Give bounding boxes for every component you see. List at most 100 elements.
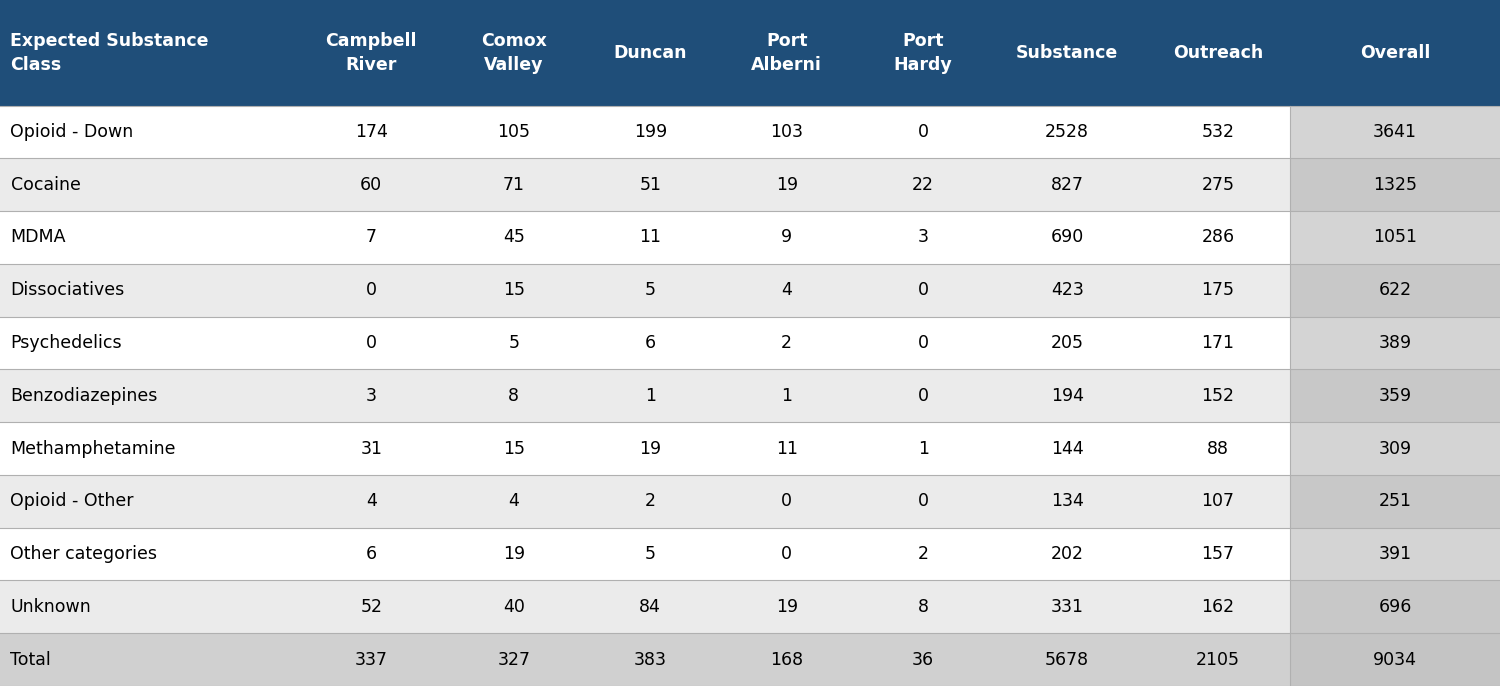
Text: Expected Substance
Class: Expected Substance Class [10, 32, 208, 73]
Text: 6: 6 [645, 334, 656, 352]
Text: 11: 11 [776, 440, 798, 458]
Bar [1290, 264, 1500, 317]
Bar [988, 211, 1146, 264]
Text: 19: 19 [776, 176, 798, 193]
Text: 4: 4 [509, 493, 519, 510]
Text: 88: 88 [1208, 440, 1228, 458]
Text: 8: 8 [509, 387, 519, 405]
Text: 0: 0 [366, 334, 376, 352]
Text: 7: 7 [366, 228, 376, 246]
Text: 2: 2 [645, 493, 656, 510]
Bar [716, 475, 858, 528]
Text: Campbell
River: Campbell River [326, 32, 417, 73]
Text: 19: 19 [776, 598, 798, 616]
Bar [1146, 317, 1290, 369]
Bar [585, 580, 716, 633]
Text: 5678: 5678 [1046, 650, 1089, 669]
Bar [300, 106, 442, 158]
Text: 532: 532 [1202, 123, 1234, 141]
Text: 175: 175 [1202, 281, 1234, 299]
Text: 199: 199 [633, 123, 668, 141]
Text: 383: 383 [633, 650, 666, 669]
Text: 4: 4 [782, 281, 792, 299]
Bar [442, 317, 585, 369]
Bar [0, 158, 300, 211]
Bar [0, 422, 300, 475]
Text: 194: 194 [1050, 387, 1083, 405]
Text: 9: 9 [782, 228, 792, 246]
Text: 5: 5 [645, 281, 656, 299]
Bar [1146, 158, 1290, 211]
Text: 6: 6 [366, 545, 376, 563]
Bar [585, 475, 716, 528]
Bar [1290, 475, 1500, 528]
Bar [1290, 211, 1500, 264]
Bar [0, 580, 300, 633]
Bar [1290, 580, 1500, 633]
Text: 0: 0 [918, 281, 928, 299]
Text: Other categories: Other categories [10, 545, 157, 563]
Bar [716, 0, 858, 106]
Bar [0, 633, 300, 686]
Bar [300, 0, 442, 106]
Text: Port
Hardy: Port Hardy [894, 32, 952, 73]
Bar [1146, 633, 1290, 686]
Bar [0, 106, 300, 158]
Bar [858, 106, 988, 158]
Bar [716, 211, 858, 264]
Bar [300, 264, 442, 317]
Text: 19: 19 [503, 545, 525, 563]
Bar [716, 422, 858, 475]
Bar [988, 158, 1146, 211]
Text: 327: 327 [496, 650, 531, 669]
Text: 71: 71 [503, 176, 525, 193]
Text: 359: 359 [1378, 387, 1411, 405]
Bar [858, 633, 988, 686]
Bar [585, 528, 716, 580]
Bar [585, 106, 716, 158]
Text: Unknown: Unknown [10, 598, 92, 616]
Bar [300, 528, 442, 580]
Bar [1146, 528, 1290, 580]
Bar [1290, 369, 1500, 422]
Bar [988, 264, 1146, 317]
Bar [585, 369, 716, 422]
Bar [0, 211, 300, 264]
Text: Opioid - Other: Opioid - Other [10, 493, 134, 510]
Bar [716, 369, 858, 422]
Text: 2105: 2105 [1196, 650, 1240, 669]
Bar [716, 633, 858, 686]
Text: Psychedelics: Psychedelics [10, 334, 122, 352]
Text: 52: 52 [360, 598, 382, 616]
Bar [1290, 528, 1500, 580]
Text: 0: 0 [366, 281, 376, 299]
Bar [858, 211, 988, 264]
Bar [442, 580, 585, 633]
Bar [1146, 369, 1290, 422]
Text: 162: 162 [1202, 598, 1234, 616]
Text: 103: 103 [771, 123, 804, 141]
Text: 31: 31 [360, 440, 382, 458]
Bar [0, 0, 300, 106]
Text: 134: 134 [1052, 493, 1083, 510]
Text: 251: 251 [1378, 493, 1411, 510]
Bar [988, 528, 1146, 580]
Text: 168: 168 [770, 650, 804, 669]
Text: 1051: 1051 [1372, 228, 1417, 246]
Text: 696: 696 [1378, 598, 1411, 616]
Text: 275: 275 [1202, 176, 1234, 193]
Bar [0, 528, 300, 580]
Bar [988, 633, 1146, 686]
Bar [585, 264, 716, 317]
Text: 5: 5 [645, 545, 656, 563]
Text: 690: 690 [1050, 228, 1084, 246]
Text: 2: 2 [918, 545, 928, 563]
Bar [442, 528, 585, 580]
Bar [858, 422, 988, 475]
Text: Overall: Overall [1360, 44, 1430, 62]
Bar [858, 528, 988, 580]
Bar [1290, 106, 1500, 158]
Text: 105: 105 [496, 123, 531, 141]
Bar [442, 264, 585, 317]
Bar [0, 317, 300, 369]
